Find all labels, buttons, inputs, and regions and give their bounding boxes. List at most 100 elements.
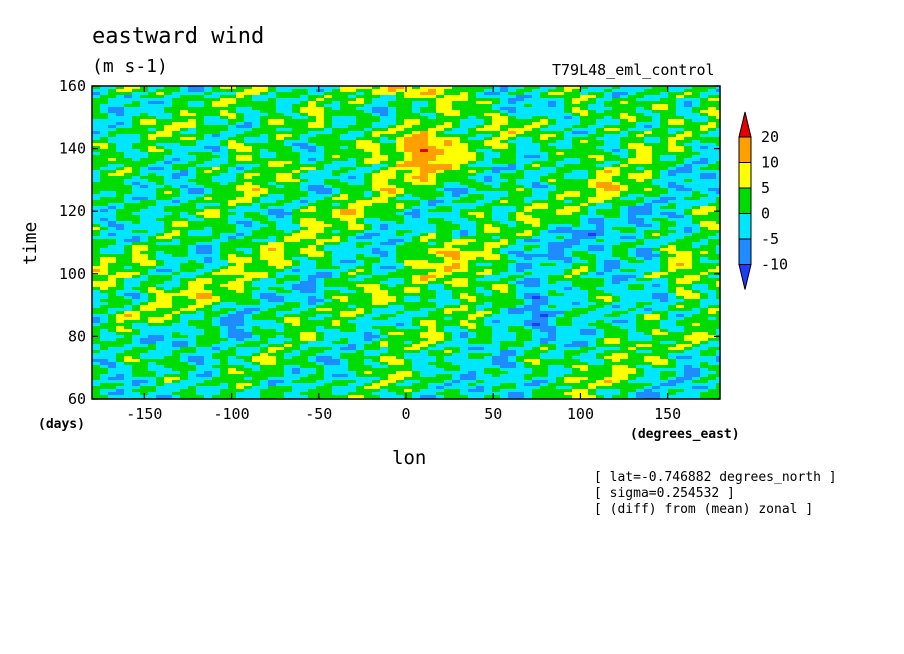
field-cell (156, 140, 165, 144)
field-cell (268, 230, 277, 234)
field-cell (404, 191, 413, 195)
field-cell (708, 101, 717, 105)
field-cell (204, 257, 213, 261)
field-cell (652, 191, 661, 195)
field-cell (492, 230, 501, 234)
field-cell (404, 254, 413, 258)
field-cell (684, 197, 693, 201)
field-cell (396, 95, 405, 99)
field-cell (292, 170, 301, 174)
field-cell (116, 125, 125, 129)
field-cell (300, 257, 309, 261)
field-cell (228, 110, 237, 114)
field-cell (108, 161, 117, 165)
field-cell (148, 98, 157, 102)
field-cell (180, 161, 189, 165)
field-cell (460, 89, 469, 93)
field-cell (460, 155, 469, 159)
field-cell (236, 263, 245, 267)
field-cell (348, 215, 357, 219)
field-cell (428, 98, 437, 102)
field-cell (532, 197, 541, 201)
field-cell (220, 113, 229, 117)
field-cell (572, 92, 581, 96)
field-cell (692, 218, 701, 222)
field-cell (156, 209, 165, 213)
field-cell (444, 230, 453, 234)
field-cell (444, 176, 453, 180)
field-cell (604, 176, 613, 180)
field-cell (580, 107, 589, 111)
field-cell (180, 158, 189, 162)
field-cell (668, 251, 677, 255)
field-cell (308, 104, 317, 108)
field-cell (676, 131, 685, 135)
field-cell (292, 179, 301, 183)
field-cell (604, 164, 613, 168)
field-cell (260, 143, 269, 147)
field-cell (444, 110, 453, 114)
field-cell (604, 86, 613, 90)
field-cell (468, 185, 477, 189)
field-cell (252, 107, 261, 111)
field-cell (564, 260, 573, 264)
field-cell (644, 173, 653, 177)
field-cell (532, 236, 541, 240)
field-cell (268, 122, 277, 126)
field-cell (164, 224, 173, 228)
field-cell (604, 212, 613, 216)
field-cell (308, 203, 317, 207)
field-cell (692, 89, 701, 93)
field-cell (388, 179, 397, 183)
field-cell (524, 245, 533, 249)
field-cell (404, 200, 413, 204)
field-cell (356, 104, 365, 108)
field-cell (108, 140, 117, 144)
field-cell (508, 158, 517, 162)
field-cell (572, 251, 581, 255)
field-cell (692, 224, 701, 228)
field-cell (380, 224, 389, 228)
field-cell (404, 107, 413, 111)
field-cell (444, 236, 453, 240)
field-cell (532, 122, 541, 126)
field-cell (100, 170, 109, 174)
field-cell (644, 176, 653, 180)
field-cell (292, 218, 301, 222)
field-cell (444, 182, 453, 186)
field-cell (588, 185, 597, 189)
field-cell (436, 125, 445, 129)
field-cell (636, 146, 645, 150)
field-cell (292, 137, 301, 141)
field-cell (188, 86, 197, 90)
field-cell (620, 131, 629, 135)
field-cell (212, 89, 221, 93)
field-cell (140, 179, 149, 183)
field-cell (548, 221, 557, 225)
field-cell (564, 191, 573, 195)
field-cell (100, 176, 109, 180)
field-cell (300, 224, 309, 228)
field-cell (668, 233, 677, 237)
field-cell (196, 89, 205, 93)
field-cell (588, 95, 597, 99)
field-cell (164, 104, 173, 108)
field-cell (132, 173, 141, 177)
field-cell (140, 137, 149, 141)
field-cell (396, 89, 405, 93)
field-cell (308, 92, 317, 96)
field-cell (188, 239, 197, 243)
field-cell (372, 146, 381, 150)
field-cell (212, 239, 221, 243)
field-cell (260, 224, 269, 228)
field-cell (124, 275, 133, 279)
field-cell (436, 92, 445, 96)
field-cell (300, 176, 309, 180)
field-cell (524, 161, 533, 165)
field-cell (684, 137, 693, 141)
field-cell (108, 275, 117, 279)
field-cell (92, 215, 101, 219)
field-cell (300, 119, 309, 123)
field-cell (564, 182, 573, 186)
field-cell (100, 119, 109, 123)
